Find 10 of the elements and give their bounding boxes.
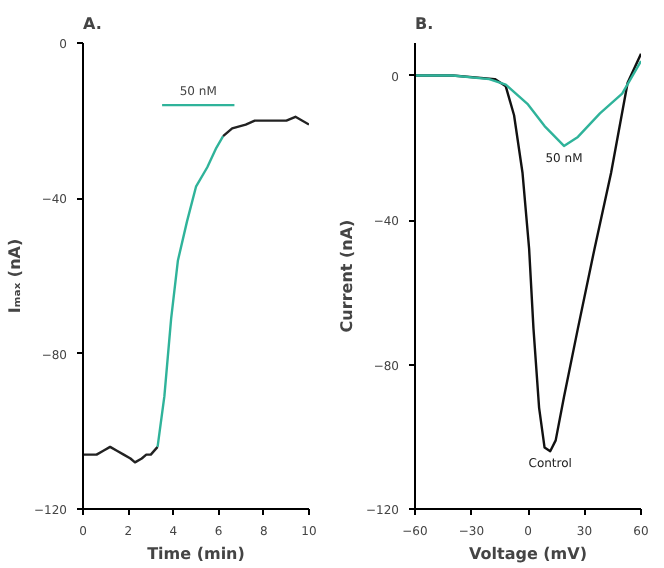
y-axis-title: Current (nA): [338, 219, 357, 333]
line-series: [156, 135, 225, 449]
y-axis-title: Iₘₐₓ (nA): [6, 238, 25, 314]
chart-title: A.: [83, 15, 102, 33]
line-series: [83, 445, 159, 464]
line-series: [221, 115, 309, 138]
chart-title: B.: [415, 15, 434, 33]
x-axis-title: Voltage (mV): [469, 545, 588, 563]
line-series: [415, 59, 641, 148]
x-axis-title: Time (min): [147, 545, 245, 563]
